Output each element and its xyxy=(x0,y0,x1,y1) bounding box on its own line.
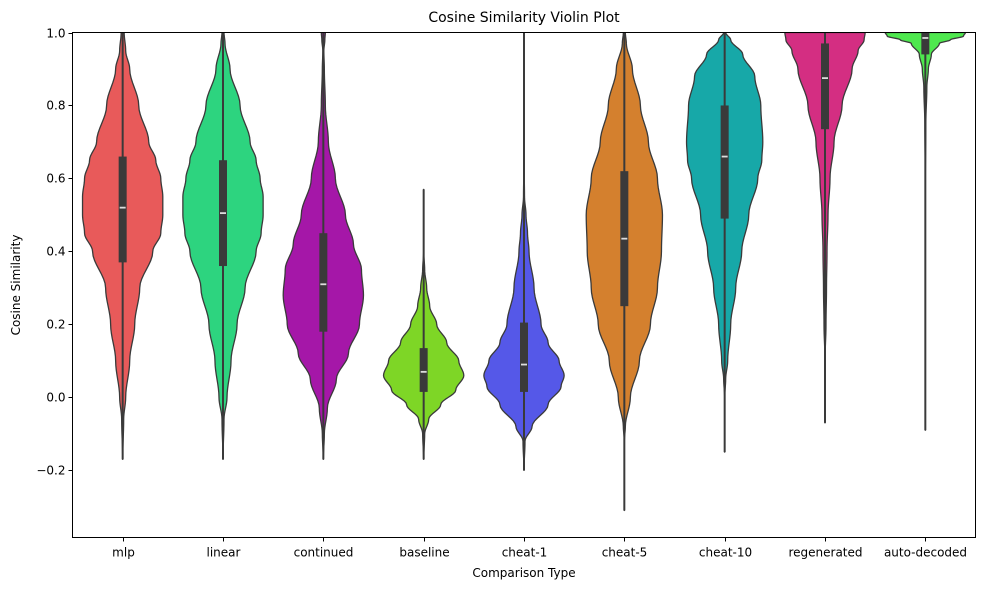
violin-regenerated xyxy=(784,32,866,424)
x-tick-label-regenerated: regenerated xyxy=(788,546,862,560)
violin-mlp xyxy=(81,32,164,461)
x-tick-label-cheat-5: cheat-5 xyxy=(602,546,648,560)
iqr-box-mlp xyxy=(118,156,127,263)
y-tick-label: 0.6 xyxy=(46,172,65,186)
iqr-box-auto-decoded xyxy=(921,32,930,55)
violin-cheat-5 xyxy=(585,32,664,512)
y-tick-label: 0.4 xyxy=(46,245,65,259)
x-tick-label-cheat-10: cheat-10 xyxy=(699,546,752,560)
x-tick-label-continued: continued xyxy=(294,546,354,560)
iqr-box-cheat-10 xyxy=(720,105,729,219)
violin-baseline xyxy=(382,188,465,461)
chart-title: Cosine Similarity Violin Plot xyxy=(428,10,620,26)
y-tick-label: 0.2 xyxy=(46,318,65,332)
x-tick-label-auto-decoded: auto-decoded xyxy=(884,546,967,560)
y-tick-label: 0.0 xyxy=(46,391,65,405)
x-tick-label-cheat-1: cheat-1 xyxy=(502,546,548,560)
iqr-box-cheat-1 xyxy=(520,322,528,392)
x-axis: mlp linear continued baseline cheat-1 cheat-5… xyxy=(112,537,967,560)
y-tick-label: 1.0 xyxy=(46,27,65,41)
violin-cheat-1 xyxy=(483,32,565,472)
iqr-box-baseline xyxy=(419,348,428,392)
violins-group xyxy=(81,32,967,512)
violin-continued xyxy=(282,32,365,461)
y-axis: −0.2 0.0 0.2 0.4 0.6 0.8 1.0 xyxy=(36,27,73,478)
violin-cheat-10 xyxy=(685,32,764,453)
y-tick-label: −0.2 xyxy=(36,464,65,478)
x-tick-label-linear: linear xyxy=(207,546,241,560)
violin-linear xyxy=(182,32,264,461)
y-tick-label: 0.8 xyxy=(46,99,65,113)
x-axis-label: Comparison Type xyxy=(472,566,575,580)
x-tick-label-baseline: baseline xyxy=(399,546,449,560)
iqr-box-regenerated xyxy=(821,43,829,130)
y-axis-label: Cosine Similarity xyxy=(9,235,23,336)
iqr-box-continued xyxy=(319,233,328,332)
violin-auto-decoded xyxy=(884,32,967,431)
x-tick-label-mlp: mlp xyxy=(112,546,135,560)
